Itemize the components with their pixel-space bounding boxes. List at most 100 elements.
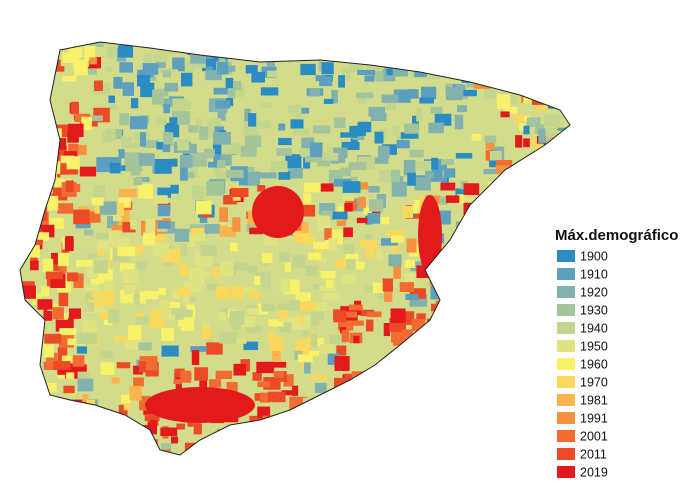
municipality [156,118,167,126]
municipality [428,400,439,407]
municipality [326,279,333,288]
municipality [285,154,302,169]
municipality [514,406,530,412]
municipality [535,401,552,410]
municipality [161,327,174,342]
municipality [387,412,404,422]
municipality [214,166,221,174]
municipality [337,203,350,211]
municipality [398,406,413,414]
municipality [519,123,526,131]
municipality [199,126,209,140]
municipality [278,252,291,263]
municipality [122,221,136,233]
municipality [319,203,336,215]
municipality [257,456,266,469]
municipality [351,429,369,442]
municipality [456,447,473,455]
municipality [366,57,385,70]
municipality [180,243,187,257]
municipality [70,101,80,115]
municipality [551,145,561,156]
municipality [520,393,528,399]
municipality [46,195,59,211]
municipality [219,332,238,344]
municipality [179,154,193,168]
municipality [120,263,135,272]
municipality [492,71,502,82]
municipality [433,170,447,182]
municipality [344,202,353,212]
legend-label: 1950 [580,339,608,353]
municipality [445,87,463,101]
municipality [440,298,456,311]
municipality [505,218,524,226]
legend-label: 2001 [580,429,608,443]
municipality [397,134,404,144]
municipality [534,143,544,151]
legend-label: 2011 [580,447,607,461]
municipality [212,51,222,65]
municipality [484,135,497,144]
municipality [305,154,322,163]
municipality [560,78,570,94]
municipality [489,200,500,211]
municipality [529,396,547,403]
municipality [348,304,363,311]
municipality [217,105,226,121]
municipality [134,293,144,305]
municipality [344,43,361,49]
municipality [216,62,229,75]
municipality [535,207,545,215]
municipality [313,241,331,249]
municipality [193,423,202,435]
municipality [333,117,346,129]
municipality [270,451,287,455]
municipality [432,417,446,432]
municipality [213,150,227,163]
municipality [133,365,143,375]
municipality [495,299,513,305]
municipality [443,67,457,74]
municipality [64,237,74,251]
municipality [248,113,257,127]
municipality [418,383,437,394]
municipality [138,183,153,199]
municipality [68,46,76,53]
municipality [517,261,534,267]
municipality [355,261,365,270]
municipality [460,441,469,447]
municipality [535,105,550,111]
municipality [25,389,35,399]
municipality [57,421,65,428]
municipality [360,414,369,429]
municipality [267,391,286,403]
municipality [180,167,188,181]
municipality [244,108,251,124]
municipality [120,394,132,404]
municipality [280,278,291,293]
municipality [461,456,469,468]
municipality [447,283,462,295]
municipality [252,372,262,381]
municipality [558,205,570,221]
municipality [386,389,403,397]
municipality [267,70,277,78]
municipality [566,183,570,199]
municipality [531,402,548,413]
municipality [174,228,190,242]
municipality [463,183,480,195]
municipality [208,161,218,168]
municipality [259,172,277,179]
municipality [479,372,497,386]
municipality [143,290,159,300]
municipality [101,412,109,428]
municipality [111,449,128,455]
municipality [259,446,267,455]
municipality [188,125,199,133]
municipality [163,104,170,114]
municipality [245,421,256,435]
municipality [555,216,570,225]
municipality [295,292,311,302]
